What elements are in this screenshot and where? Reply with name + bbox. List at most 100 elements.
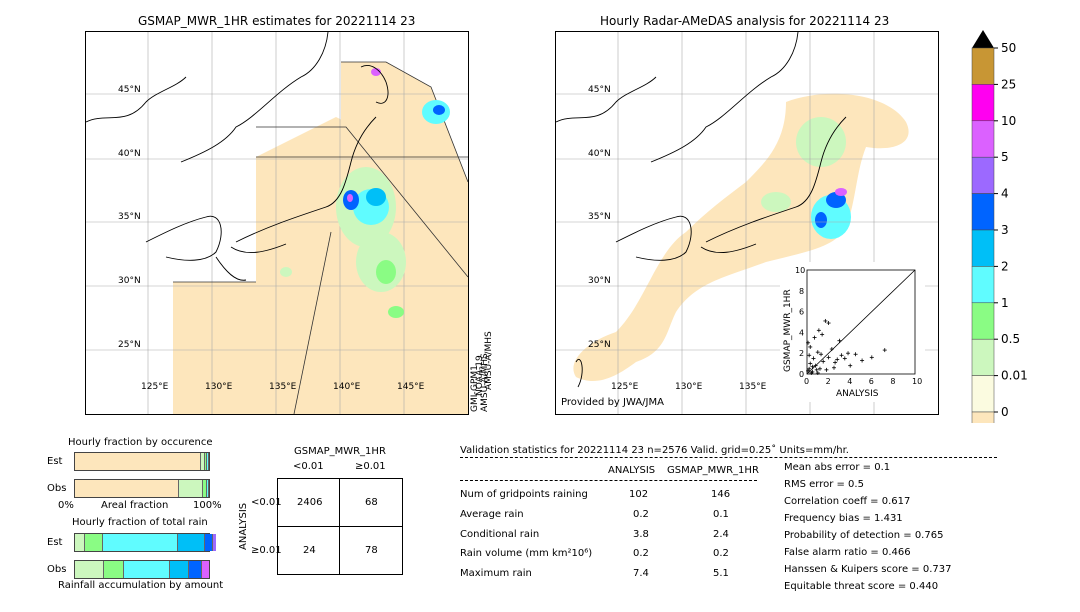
left-map-title: GSMAP_MWR_1HR estimates for 20221114 23 [138,14,416,28]
score-3: Frequency bias = 1.431 [784,513,903,524]
scatter-ytick: 6 [799,308,804,317]
scatter-ytick: 8 [799,287,804,296]
right-lat-25: 25°N [588,340,611,350]
score-2: Correlation coeff = 0.617 [784,496,911,507]
scatter-point [812,335,817,340]
total-rain-obs-segment [200,561,209,578]
total-rain-obs-segment [123,561,169,578]
scatter-point [810,364,815,369]
colorbar-swatch [971,156,995,194]
total-rain-obs-segment [168,561,188,578]
scatter-point [815,370,820,375]
stat-analysis-0: 102 [629,489,649,500]
left-lat-45: 45°N [118,85,141,95]
scatter-point [860,358,865,363]
total-rain-row-obs: Obs [47,564,67,575]
scatter-point [813,363,818,368]
scatter-point [820,332,825,337]
contingency-row-title: ANALYSIS [238,502,249,550]
colorbar-swatch [971,229,995,267]
scatter-ytick: 10 [795,266,805,275]
scatter-ytick: 4 [799,328,804,337]
scatter-point [869,355,874,360]
scatter-ylabel: GSMAP_MWR_1HR [783,289,793,372]
left-lat-25: 25°N [118,340,141,350]
score-1: RMS error = 0.5 [784,479,864,490]
colorbar-extend-arrow [972,30,994,48]
scatter-point [816,328,821,333]
right-lat-40: 40°N [588,149,611,159]
occurrence-obs-segment [178,480,203,497]
stat-gsmap-0: 146 [711,489,731,500]
total-rain-est-segment [75,534,85,551]
total-rain-est-segment [101,534,177,551]
occurrence-est-segment [75,453,200,470]
scatter-point [842,356,847,361]
validation-col-gsmap: GSMAP_MWR_1HR [667,465,759,476]
colorbar-tick-label: 10 [1001,114,1016,128]
total-rain-obs-segment [187,561,201,578]
scatter-point [817,366,822,371]
colorbar-swatch [971,266,995,304]
total-rain-est-segment [84,534,102,551]
scatter-diagonal [806,269,916,375]
scatter-point [833,360,838,365]
colorbar-tick-label: 4 [1001,187,1009,201]
contingency-col-title: GSMAP_MWR_1HR [294,446,386,457]
contingency-table: 2406 68 24 78 [277,478,403,575]
scatter-point [846,351,851,356]
occurrence-x-left: 0% [58,500,74,511]
occurrence-obs-segment [207,480,209,497]
stat-analysis-1: 0.2 [633,509,649,520]
scatter-point [882,348,887,353]
colorbar-swatch [971,375,995,413]
stat-label-1: Average rain [460,509,524,520]
occurrence-est-segment [199,453,204,470]
scatter-point [807,366,812,371]
scatter-point [839,353,844,358]
left-lat-40: 40°N [118,149,141,159]
left-map [85,31,469,415]
colorbar-tick-label: 25 [1001,77,1016,91]
scatter-xtick: 2 [826,377,831,386]
occurrence-est-segment [203,453,207,470]
colorbar-swatch [971,47,995,85]
total-rain-row-est: Est [47,537,63,548]
right-lon-130: 130°E [675,382,703,392]
colorbar-svg: 50 25 10 5 4 3 2 1 0.5 0.01 0 [971,30,1028,449]
occurrence-obs-segment [202,480,207,497]
colorbar-swatch [971,120,995,158]
left-map-svg [86,32,468,414]
stat-gsmap-4: 5.1 [713,568,729,579]
scatter-point [826,355,831,360]
total-rain-est-segment [203,534,212,551]
occurrence-est-segment [207,453,209,470]
stat-gsmap-3: 0.2 [713,548,729,559]
occurrence-row-est: Est [47,456,63,467]
colorbar-tick-label: 0.01 [1001,369,1028,383]
left-lon-135: 135°E [269,382,297,392]
total-rain-obs-segment [75,561,104,578]
right-map-svg [556,32,938,414]
credit-text: Provided by JWA/JMA [561,397,664,408]
colorbar-tick-label: 0 [1001,405,1009,419]
colorbar-tick-label: 2 [1001,259,1009,273]
stat-label-4: Maximum rain [460,568,532,579]
scatter-point [823,318,828,323]
colorbar-tick-label: 0.5 [1001,332,1020,346]
left-lat-35: 35°N [118,212,141,222]
score-4: Probability of detection = 0.765 [784,530,944,541]
right-lat-35: 35°N [588,212,611,222]
swath-coverage-2 [173,117,468,414]
left-lon-125: 125°E [141,382,169,392]
colorbar-swatch [971,411,995,449]
side-text-4: AMSU-A/MHS [484,331,494,390]
contingency-cell-12: 68 [365,497,378,508]
colorbar-swatch [971,302,995,340]
colorbar-swatch [971,338,995,376]
scatter-xlabel: ANALYSIS [836,389,879,399]
left-rain-patches [280,68,450,318]
scatter-point [826,321,831,326]
stat-gsmap-1: 0.1 [713,509,729,520]
stat-label-0: Num of gridpoints raining [460,489,588,500]
